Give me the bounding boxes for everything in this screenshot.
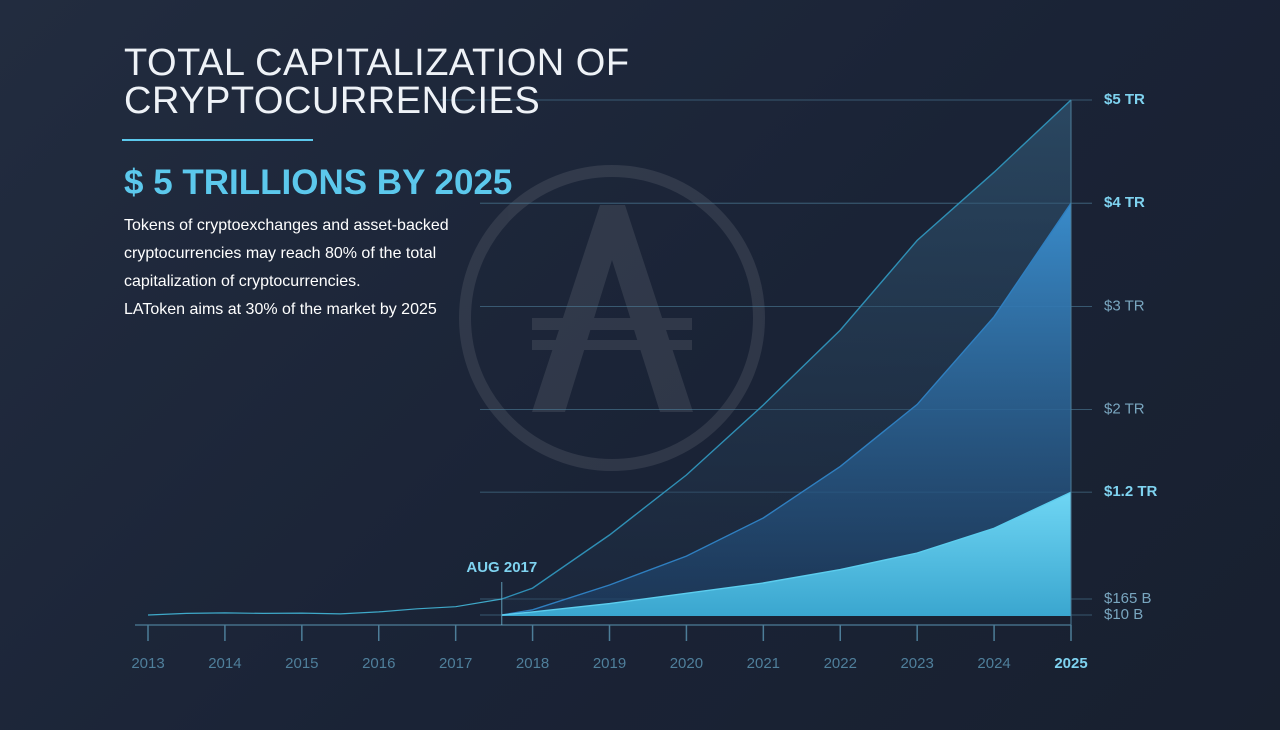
y-tick-label: $5 TR <box>1104 91 1145 108</box>
y-tick-label: $10 B <box>1104 606 1143 623</box>
x-tick-label: 2023 <box>900 655 933 672</box>
area <box>501 492 1071 616</box>
description: Tokens of cryptoexchanges and asset-back… <box>124 212 509 324</box>
annotation-label: AUG 2017 <box>466 559 537 576</box>
x-tick-label: 2014 <box>208 655 241 672</box>
area <box>501 203 1071 616</box>
subtitle: $ 5 TRILLIONS BY 2025 <box>124 163 513 202</box>
x-tick-label: 2025 <box>1054 655 1087 672</box>
line <box>501 491 1072 616</box>
y-tick-label: $2 TR <box>1104 401 1145 418</box>
y-tick-label: $1.2 TR <box>1104 483 1158 500</box>
x-tick-label: 2016 <box>362 655 395 672</box>
plot: $5 TR $4 TR $3 TR $2 TR $1.2 TR $165 B$10 B 20… <box>131 91 1157 672</box>
x-tick-label: 2013 <box>131 655 164 672</box>
y-tick-label: $3 TR <box>1104 297 1145 314</box>
description-text: Tokens of cryptoexchanges and asset-back… <box>124 217 449 290</box>
line <box>501 202 1072 616</box>
y-tick-label: $4 TR <box>1104 194 1145 211</box>
x-tick-label: 2020 <box>670 655 703 672</box>
x-tick-label: 2015 <box>285 655 318 672</box>
description-text: LAToken aims at 30% of the market by 202… <box>124 301 437 318</box>
y-tick-label: $165 B <box>1104 590 1152 607</box>
x-tick-label: 2022 <box>824 655 857 672</box>
x-tick-label: 2024 <box>977 655 1010 672</box>
x-tick-label: 2021 <box>747 655 780 672</box>
line <box>501 99 1072 600</box>
x-tick-label: 2019 <box>593 655 626 672</box>
x-tick-label: 2018 <box>516 655 549 672</box>
x-tick-label: 2017 <box>439 655 472 672</box>
chart-title: TOTAL CAPITALIZATION OF CRYPTOCURRENCIES <box>124 42 630 122</box>
watermark-logo <box>459 165 765 471</box>
title-rule <box>122 139 313 141</box>
line <box>147 598 502 616</box>
